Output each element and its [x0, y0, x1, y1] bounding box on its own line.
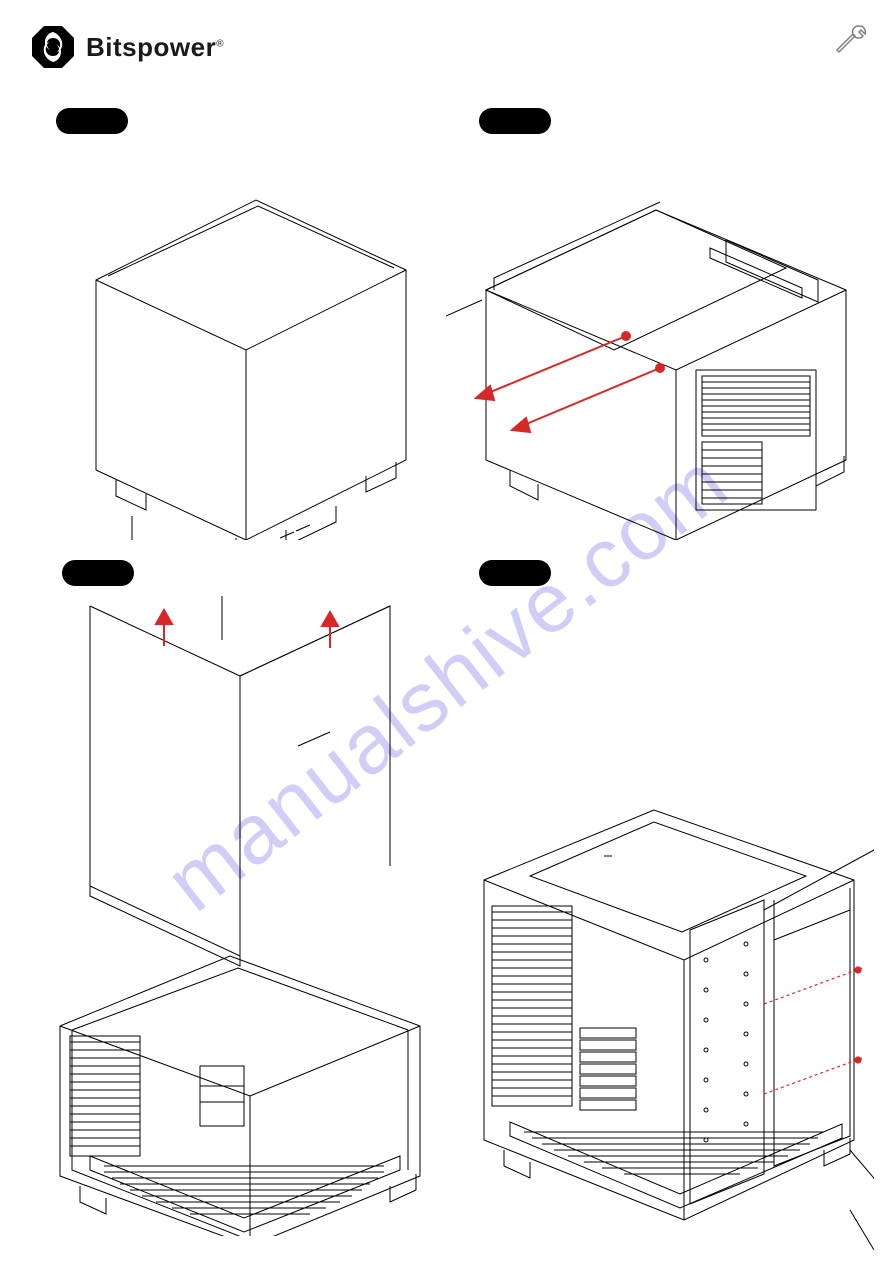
step-pill-3 [62, 560, 134, 586]
diagram-step-2 [446, 120, 866, 540]
step-pill-1 [56, 108, 128, 134]
wrench-icon [833, 22, 867, 56]
registered-mark: ® [216, 38, 224, 49]
header: Bitspower® [30, 24, 224, 70]
diagram-step-3 [30, 596, 450, 1236]
brand-name: Bitspower [86, 32, 216, 62]
brand-logo-icon [30, 24, 76, 70]
diagram-step-4 [454, 760, 874, 1250]
diagram-step-1 [36, 140, 436, 540]
brand-text: Bitspower® [86, 32, 224, 63]
step-pill-4 [479, 560, 551, 586]
